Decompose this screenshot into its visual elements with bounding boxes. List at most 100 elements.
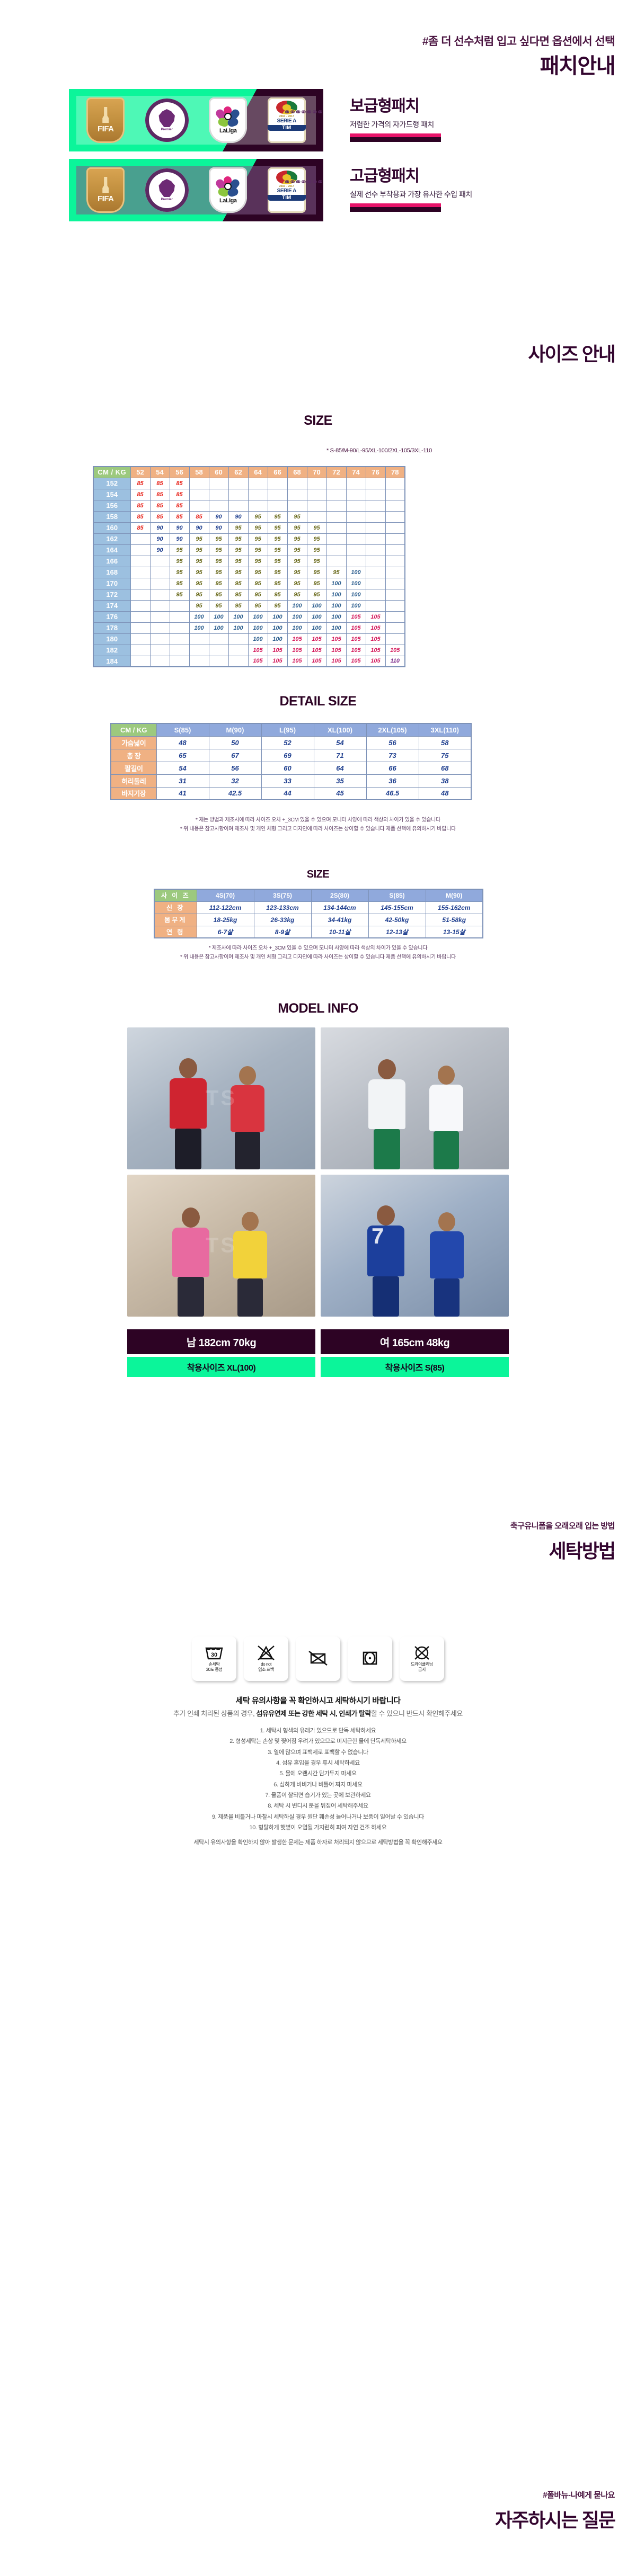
kids-cell: 145-155cm bbox=[368, 901, 426, 914]
size-cell: 105 bbox=[365, 644, 386, 656]
laliga-label: LaLiga bbox=[219, 128, 237, 134]
size-cell: 95 bbox=[248, 522, 268, 534]
size-cell: 105 bbox=[306, 644, 327, 656]
size-cell: 95 bbox=[306, 566, 327, 578]
size-cell bbox=[385, 611, 405, 623]
size-cell bbox=[189, 655, 209, 667]
note-line: * 재는 방법과 제조사에 따라 사이즈 오차 +_3CM 있을 수 있으며 모… bbox=[196, 817, 440, 823]
size-cell bbox=[130, 588, 151, 601]
size-cell: 95 bbox=[248, 600, 268, 612]
kids-col-header: 4S(70) bbox=[196, 889, 254, 902]
wash-instruction-item: 3. 열에 많으며 표백제로 표백할 수 없습니다 bbox=[268, 1749, 368, 1756]
serie-a-label: SERIE A bbox=[277, 118, 297, 124]
wash-foot-text: 세탁시 유의사항을 확인하지 않아 발생한 문제는 제품 하자로 처리되지 않으… bbox=[193, 1839, 443, 1846]
hand-wash-30-icon: 30 손세탁 30도 중성 bbox=[192, 1636, 236, 1681]
patch-row-premium: FIFA Premier LaLiga 2016 – 2017 SERI bbox=[69, 159, 323, 221]
size-cell: 90 bbox=[149, 533, 170, 545]
size-cell: 85 bbox=[169, 477, 190, 489]
size-cell bbox=[130, 600, 151, 612]
detail-cell: 58 bbox=[418, 736, 472, 749]
size-row-header-cm: 164 bbox=[93, 544, 131, 556]
size-table-row: 166 95 95 95 95 95 95 95 95 bbox=[93, 555, 405, 567]
patch-section-title: 패치안내 bbox=[540, 55, 616, 78]
size-cell: 95 bbox=[306, 533, 327, 545]
detail-cell: 54 bbox=[313, 736, 367, 749]
size-cell bbox=[287, 477, 307, 489]
size-cell: 105 bbox=[326, 644, 347, 656]
detail-col-header: 3XL(110) bbox=[418, 723, 472, 737]
detail-cell: 67 bbox=[208, 748, 262, 762]
size-cell: 105 bbox=[365, 655, 386, 667]
size-cell: 105 bbox=[287, 644, 307, 656]
size-cell bbox=[248, 477, 268, 489]
wash-sub-text: 추가 인쇄 처리된 상품의 경우, 섬유유연제 또는 강한 세탁 시, 인쇄가 … bbox=[0, 1708, 636, 1718]
detail-cell: 35 bbox=[313, 774, 367, 788]
size-cell: 95 bbox=[248, 577, 268, 589]
size-cell: 95 bbox=[248, 566, 268, 578]
size-cell: 95 bbox=[228, 588, 249, 601]
detail-row-header: 총 장 bbox=[110, 748, 157, 762]
size-cell bbox=[267, 499, 288, 512]
size-cell: 95 bbox=[189, 566, 209, 578]
laliga-label-2: LaLiga bbox=[219, 198, 237, 204]
size-cell: 100 bbox=[208, 611, 229, 623]
kids-cell: 42-50kg bbox=[368, 913, 426, 926]
model-figure-female-blue bbox=[425, 1212, 470, 1317]
serie-a-patch-icon: 2016 – 2017 SERIE A TIM bbox=[267, 97, 306, 143]
patch-banner-basic: FIFA Premier LaLiga 2016 – 2017 SERI bbox=[69, 89, 323, 151]
detail-cell: 48 bbox=[418, 786, 472, 800]
size-cell bbox=[385, 488, 405, 500]
kids-cell: 155-162cm bbox=[425, 901, 483, 914]
model-info-title: MODEL INFO bbox=[278, 1001, 358, 1016]
kids-row-header: 신 장 bbox=[154, 901, 197, 914]
detail-row-header: 팔길이 bbox=[110, 761, 157, 775]
faq-title: 자주하시는 질문 bbox=[495, 2509, 616, 2531]
size-col-header-kg: 62 bbox=[228, 466, 249, 478]
size-cell bbox=[208, 655, 229, 667]
size-cell: 100 bbox=[189, 611, 209, 623]
wash-hash-line: 축구유니폼을 오래오래 입는 방법 bbox=[510, 1522, 615, 1531]
wash-instruction-item: 9. 제품을 비틀거나 마찰시 세탁하실 경우 원단 훼손성 늘어나거나 보품이… bbox=[212, 1813, 424, 1820]
size-cell: 95 bbox=[287, 544, 307, 556]
size-table-row: 164 90 95 95 95 95 95 95 95 95 bbox=[93, 544, 405, 556]
size-cell bbox=[130, 544, 151, 556]
kids-cell: 26-33kg bbox=[253, 913, 312, 926]
size-cell: 100 bbox=[287, 622, 307, 634]
size-cell: 95 bbox=[208, 566, 229, 578]
kids-col-header-size: 사 이 즈 bbox=[154, 889, 197, 902]
size-col-header-kg: 74 bbox=[346, 466, 366, 478]
kids-size-title: SIZE bbox=[306, 869, 330, 880]
iron-low-icon bbox=[348, 1636, 392, 1681]
size-cell: 95 bbox=[248, 511, 268, 523]
fifa-label-2: FIFA bbox=[98, 194, 114, 203]
size-row-header-cm: 152 bbox=[93, 477, 131, 489]
patch-label-basic: ⚭⚭⚭⚭⚭⚭⚭ 보급형패치 저렴한 가격의 자가드형 패치 bbox=[284, 97, 441, 142]
size-cell: 105 bbox=[306, 633, 327, 645]
size-cell: 100 bbox=[267, 622, 288, 634]
size-cell: 85 bbox=[130, 477, 151, 489]
size-cell: 95 bbox=[189, 544, 209, 556]
patch-bars-premium bbox=[350, 203, 441, 212]
size-cell: 95 bbox=[267, 511, 288, 523]
size-cell: 95 bbox=[326, 566, 347, 578]
detail-table-row: 허리둘레 31 32 33 35 36 38 bbox=[110, 774, 472, 788]
size-cell: 95 bbox=[306, 522, 327, 534]
patch-logo-strip-2: FIFA Premier LaLiga 2016 – 2017 SERI bbox=[76, 166, 316, 214]
size-cell bbox=[346, 522, 366, 534]
size-cell: 90 bbox=[169, 533, 190, 545]
size-cell: 100 bbox=[267, 633, 288, 645]
size-col-header-kg: 72 bbox=[326, 466, 347, 478]
model-photo-blue: 7 bbox=[321, 1175, 509, 1317]
patch-name-premium: 고급형패치 bbox=[350, 167, 420, 185]
detail-size-table: CM / KG S(85) M(90) L(95) XL(100) 2XL(105) 3XL… bbox=[110, 723, 472, 800]
size-cell: 95 bbox=[306, 544, 327, 556]
fifa-patch-icon-2: FIFA bbox=[86, 167, 125, 213]
size-cell: 100 bbox=[346, 566, 366, 578]
size-cell: 85 bbox=[149, 488, 170, 500]
do-not-tumble-dry-icon bbox=[296, 1636, 340, 1681]
detail-cell: 32 bbox=[208, 774, 262, 788]
size-cell: 105 bbox=[346, 622, 366, 634]
size-cell: 85 bbox=[169, 488, 190, 500]
model-figure-male-blue bbox=[362, 1205, 410, 1317]
wash-instruction-item: 5. 물에 오랜시간 담가두지 마세요 bbox=[279, 1770, 357, 1777]
